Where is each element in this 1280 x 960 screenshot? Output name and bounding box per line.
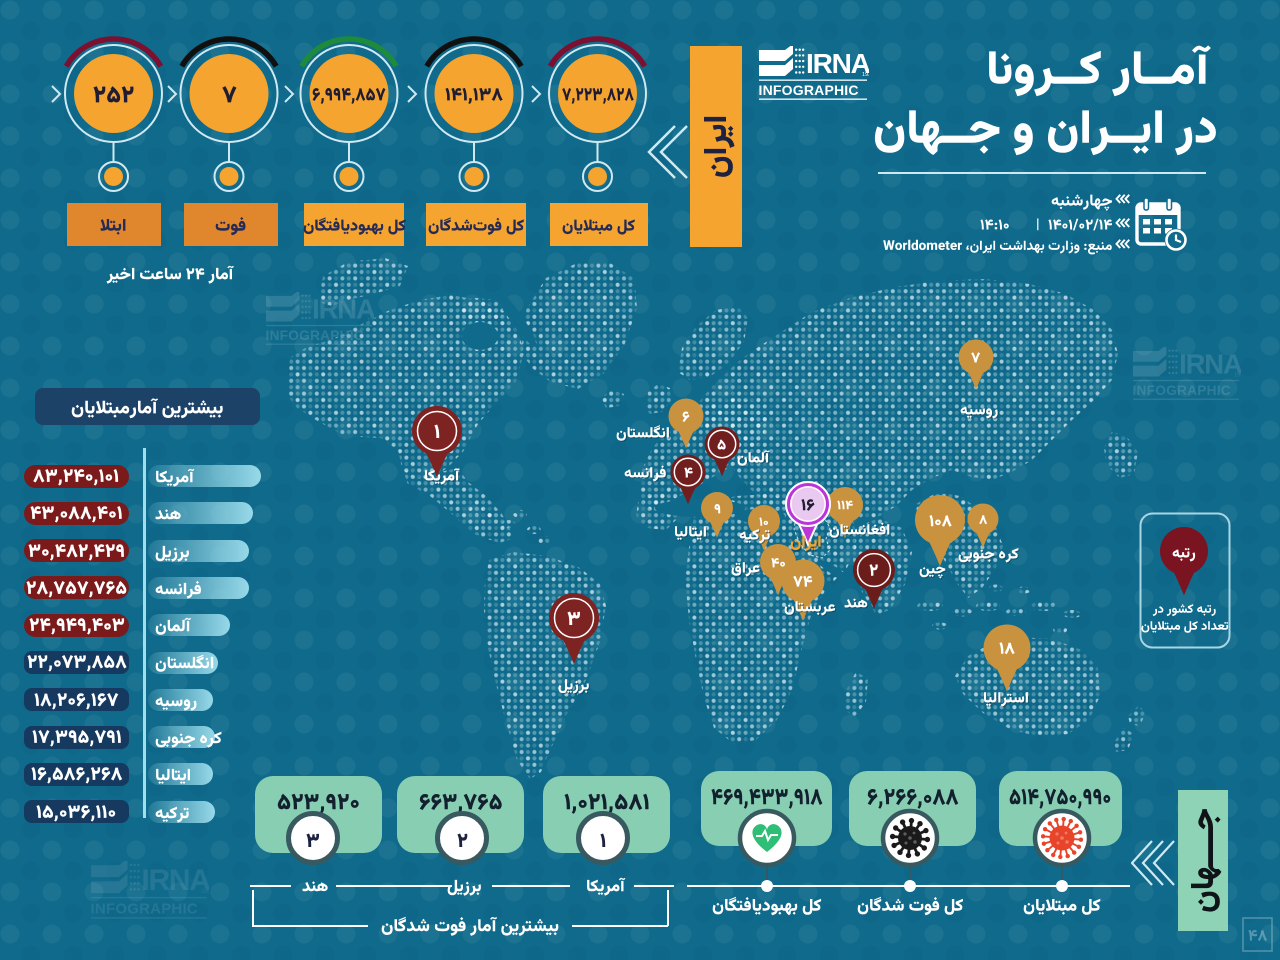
svg-text:1934: 1934 (862, 72, 869, 78)
svg-text:1934: 1934 (201, 889, 209, 895)
svg-text:1934: 1934 (1234, 372, 1241, 378)
svg-text:INFOGRAPHIC: INFOGRAPHIC (91, 901, 198, 918)
svg-text:INFOGRAPHIC: INFOGRAPHIC (1133, 383, 1231, 398)
svg-text:1934: 1934 (367, 317, 374, 323)
svg-text:IRNA: IRNA (312, 294, 374, 325)
svg-text:INFOGRAPHIC: INFOGRAPHIC (266, 328, 364, 343)
svg-text:IRNA: IRNA (806, 48, 869, 79)
svg-text:IRNA: IRNA (141, 864, 209, 897)
svg-text:INFOGRAPHIC: INFOGRAPHIC (759, 82, 859, 98)
svg-text:IRNA: IRNA (1179, 349, 1241, 380)
